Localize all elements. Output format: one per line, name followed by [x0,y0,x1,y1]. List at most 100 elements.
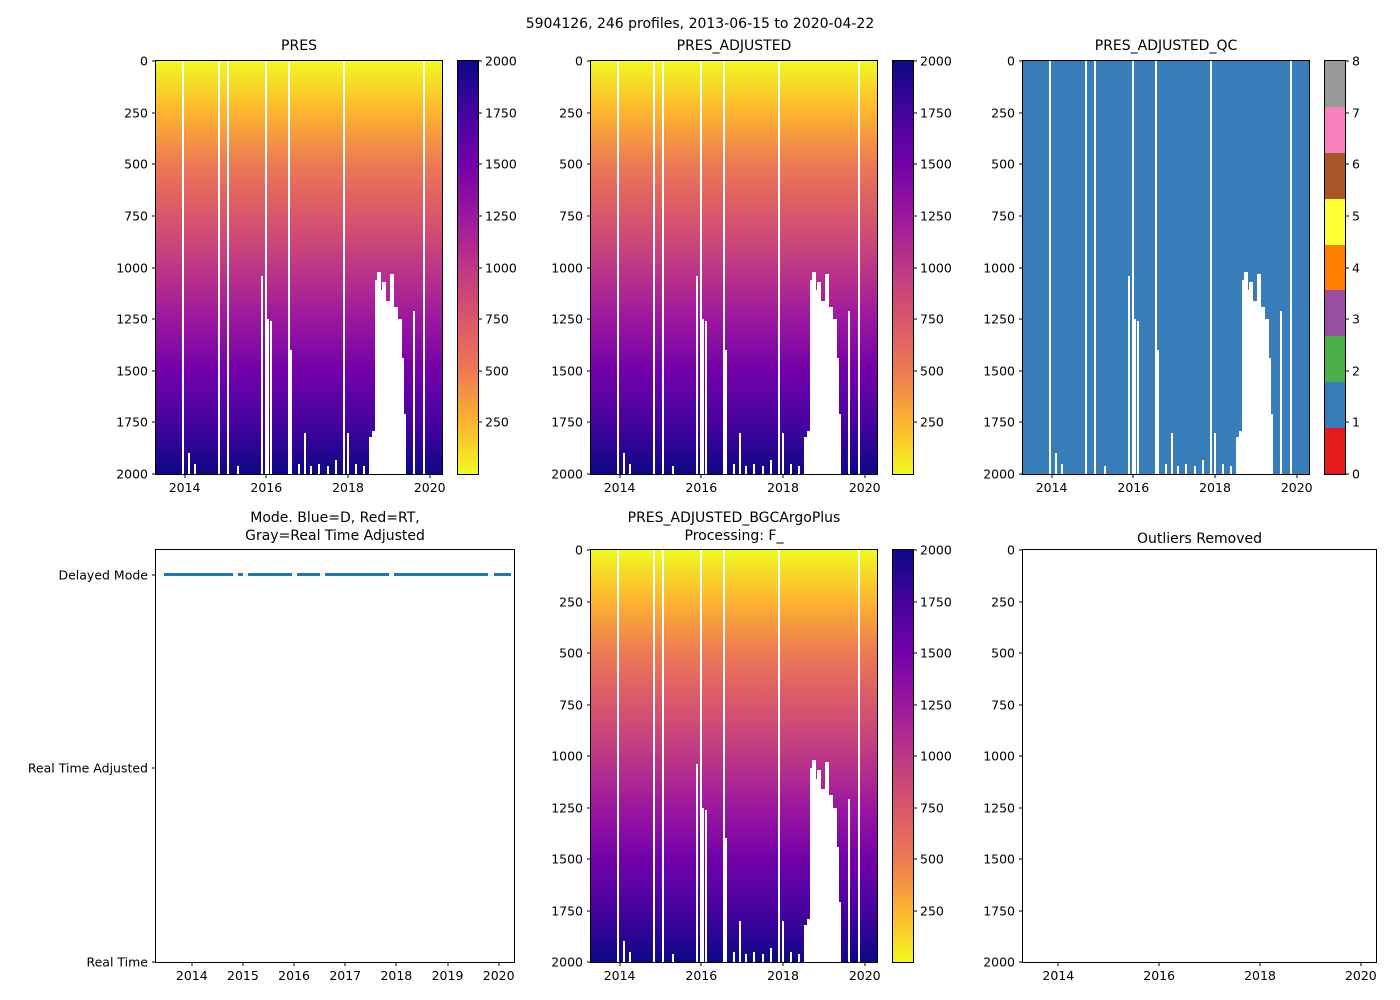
profile-gap-stripe [1289,61,1292,474]
profile-bottom-gap [822,348,827,474]
outliers-plot-area [1023,550,1376,962]
colorbar-tick-label: 0 [1352,466,1360,482]
y-tick-mark [587,112,591,114]
x-tick-mark [429,474,431,478]
x-tick-mark [1360,962,1362,966]
profile-bottom-gap [377,271,382,474]
y-tick-label: 0 [575,53,583,69]
colorbar-tick-mark [1345,370,1349,372]
y-tick-mark [587,704,591,705]
x-tick-label: 2014 [1042,968,1075,983]
colorbar-tick-label: 750 [920,311,944,327]
profile-bottom-gap [753,463,756,474]
profile-bottom-gap [1248,281,1253,474]
profile-bottom-gap [798,953,801,962]
colorbar-tick-mark [913,163,917,165]
colorbar-tick-label: 1250 [920,208,952,224]
profile-bottom-gap [733,463,735,474]
x-tick-mark [782,474,784,478]
mode-line-segment [324,573,389,576]
profile-bottom-gap [820,788,825,962]
qc-colorbar: 0 1 2 3 4 5 6 7 8 [1324,54,1360,482]
profile-bottom-gap [1214,432,1217,474]
y-tick-mark [1019,961,1023,963]
x-tick-mark [1051,474,1053,478]
y-tick-mark [1019,421,1023,423]
profile-bottom-gap [389,273,394,474]
profile-bottom-gap [1262,403,1267,474]
colorbar-tick-mark [1345,163,1349,165]
profile-bottom-gap [187,453,190,474]
y-tick-label: 2000 [116,466,148,482]
profile-bottom-gap [1060,463,1063,474]
y-tick-label: 1250 [551,800,583,815]
y-tick-label: 1750 [983,414,1015,430]
colorbar-tick-mark [1345,267,1349,268]
profile-gap-stripe [661,61,664,474]
y-tick-mark [587,601,591,602]
y-tick-mark [152,767,156,769]
y-tick-label: 1750 [983,903,1015,918]
y-tick-label: 1000 [116,260,148,275]
bgc-colorbar: 250 500 750 1000 1250 1500 1750 2000 [892,543,952,963]
profile-bottom-gap [622,941,625,962]
colorbar-tick-mark [913,652,917,654]
y-tick-mark [1019,60,1023,62]
x-tick-label: 2020 [413,480,446,495]
colorbar-tick-label: 4 [1352,260,1360,275]
colorbar-segment [1325,152,1345,199]
colorbar-tick-label: 7 [1352,105,1360,121]
profile-bottom-gap [298,463,300,474]
profile-bottom-gap [826,821,831,962]
profile-bottom-gap [379,290,384,474]
profile-gap-stripe [226,61,229,474]
y-tick-label: 1250 [983,800,1015,815]
colorbar-tick-mark [1345,318,1349,320]
profile-bottom-gap [812,271,817,474]
y-tick-mark [587,961,591,963]
x-tick-mark [191,962,193,966]
profile-bottom-gap [818,805,823,962]
profile-bottom-gap [830,891,835,962]
x-tick-label: 2016 [685,968,718,983]
profile-bottom-gap [824,762,829,962]
y-tick-label: 250 [991,594,1015,609]
bgc-title-line1: PRES_ADJUSTED_BGCArgoPlus [627,510,841,526]
profile-bottom-gap [696,275,699,474]
profile-bottom-gap [1269,414,1273,474]
y-tick-label: 500 [559,645,583,661]
profile-bottom-gap [1250,317,1255,474]
y-tick-mark [1019,807,1023,808]
y-tick-label: 2000 [551,954,583,970]
profile-bottom-gap [1242,279,1247,474]
profile-gap-stripe [777,550,780,962]
x-tick-label: 2018 [767,480,799,495]
x-tick-label: 2018 [1199,480,1231,495]
profile-bottom-gap [828,795,833,962]
profile-bottom-gap [826,333,831,474]
profile-bottom-gap [733,951,735,962]
colorbar-segment [1325,198,1345,245]
y-tick-mark [152,370,156,372]
profile-bottom-gap [814,290,819,474]
profile-bottom-gap [1258,333,1263,474]
x-tick-label: 2020 [848,480,881,495]
profile-bottom-gap [310,465,313,474]
outliers-axes: 2014 2016 2018 2020 0 250 500 750 1000 1250 1500 17… [983,543,1377,983]
pres-heatmap [156,61,442,474]
profile-bottom-gap [1171,432,1174,474]
profile-bottom-gap [782,920,785,962]
y-category-label: Real Time Adjusted [27,760,148,776]
profile-bottom-gap [270,321,273,474]
x-tick-label: 2020 [1344,968,1377,983]
profile-bottom-gap [622,453,625,474]
profile-bottom-gap [395,403,400,474]
x-tick-label: 2014 [168,480,201,495]
pres-adjusted-title: PRES_ADJUSTED [676,38,792,54]
colorbar-tick-label: 500 [920,851,944,867]
colorbar-segment [1325,336,1345,383]
mode-line-segment [248,573,292,576]
y-tick-mark [152,163,156,165]
profile-gap-stripe [653,550,656,962]
x-tick-label: 2020 [482,968,515,983]
